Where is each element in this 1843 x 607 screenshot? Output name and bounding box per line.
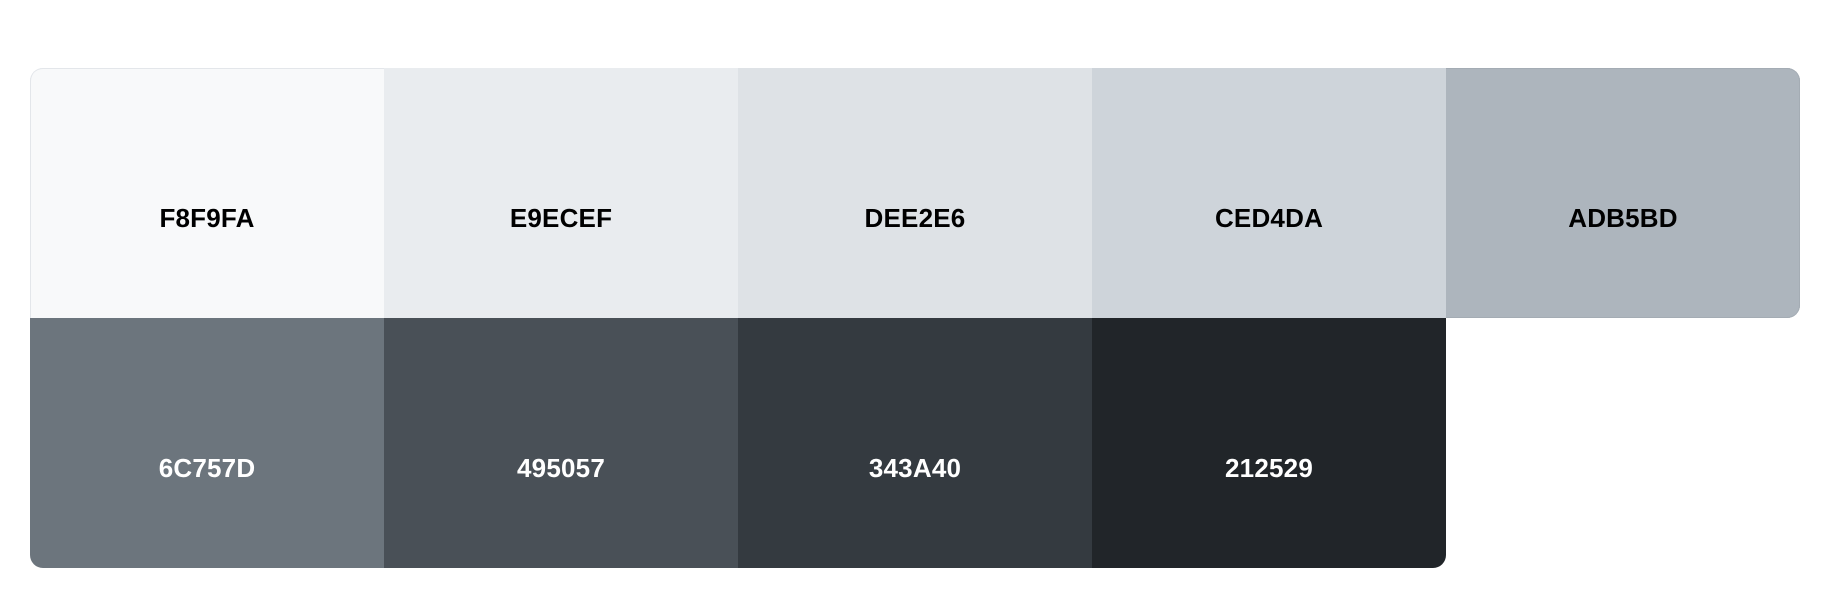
swatch-f8f9fa[interactable]: F8F9FA bbox=[30, 68, 384, 318]
swatch-dee2e6[interactable]: DEE2E6 bbox=[738, 68, 1092, 318]
swatch-hex-label: ADB5BD bbox=[1568, 202, 1678, 233]
swatch-hex-label: 343A40 bbox=[868, 452, 962, 483]
swatch-495057[interactable]: 495057 bbox=[384, 318, 738, 568]
swatch-hex-label: DEE2E6 bbox=[864, 202, 966, 233]
swatch-343a40[interactable]: 343A40 bbox=[738, 318, 1092, 568]
swatch-adb5bd[interactable]: ADB5BD bbox=[1446, 68, 1800, 318]
palette-row-light: F8F9FA E9ECEF DEE2E6 CED4DA ADB5BD bbox=[30, 68, 1800, 318]
swatch-212529[interactable]: 212529 bbox=[1092, 318, 1446, 568]
swatch-hex-label: 6C757D bbox=[158, 452, 256, 483]
color-palette: F8F9FA E9ECEF DEE2E6 CED4DA ADB5BD 6C757… bbox=[30, 68, 1800, 568]
swatch-e9ecef[interactable]: E9ECEF bbox=[384, 68, 738, 318]
swatch-hex-label: F8F9FA bbox=[159, 202, 255, 233]
palette-row-dark: 6C757D 495057 343A40 212529 bbox=[30, 318, 1446, 568]
swatch-hex-label: 495057 bbox=[517, 452, 605, 483]
swatch-hex-label: CED4DA bbox=[1214, 202, 1324, 233]
swatch-hex-label: 212529 bbox=[1225, 452, 1313, 483]
swatch-ced4da[interactable]: CED4DA bbox=[1092, 68, 1446, 318]
swatch-hex-label: E9ECEF bbox=[509, 202, 613, 233]
swatch-6c757d[interactable]: 6C757D bbox=[30, 318, 384, 568]
